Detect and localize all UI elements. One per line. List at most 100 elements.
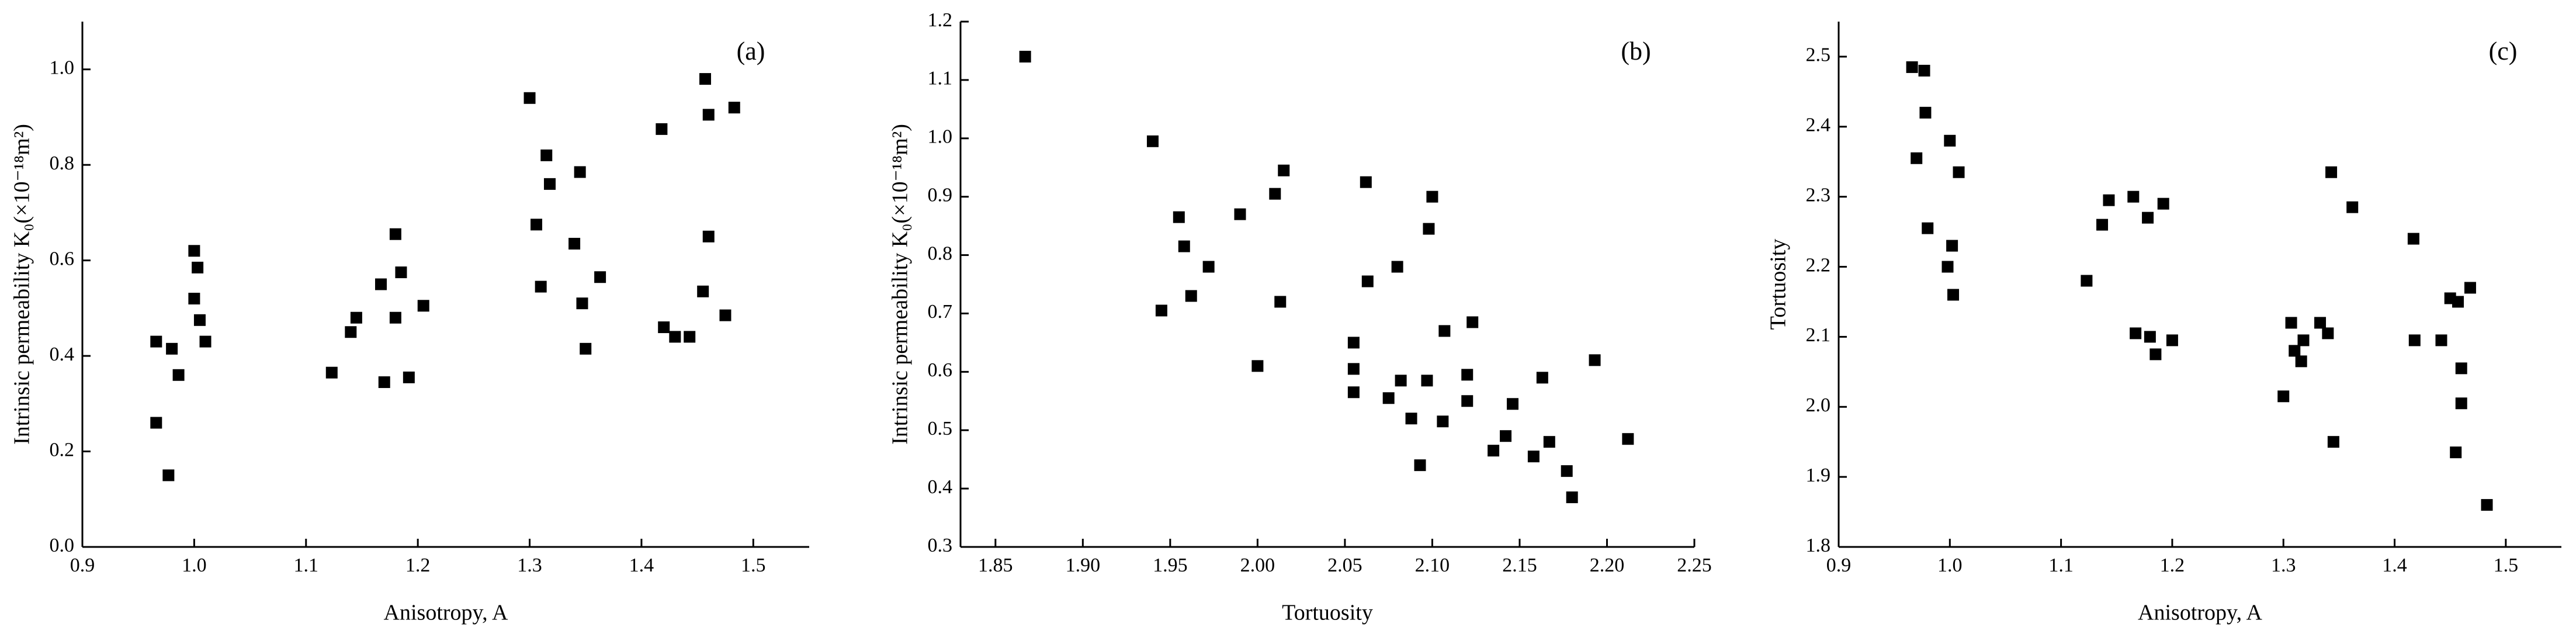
x-tick-label: 2.10 bbox=[1415, 555, 1450, 576]
point bbox=[684, 331, 696, 343]
point bbox=[150, 335, 162, 348]
point bbox=[192, 261, 204, 273]
point bbox=[1347, 386, 1360, 399]
y-tick-label: 0.8 bbox=[928, 242, 953, 264]
y-tick-label: 0.6 bbox=[50, 248, 75, 269]
y-tick-label: 1.8 bbox=[1806, 535, 1831, 556]
point bbox=[669, 331, 681, 343]
point bbox=[728, 102, 740, 114]
x-tick-label: 1.2 bbox=[405, 555, 431, 576]
point bbox=[1906, 61, 1918, 73]
point bbox=[1274, 296, 1287, 308]
x-axis-label: Anisotropy, A bbox=[2138, 601, 2262, 625]
point bbox=[1506, 398, 1518, 410]
point bbox=[1488, 445, 1500, 457]
point bbox=[1269, 188, 1281, 200]
point bbox=[1234, 208, 1246, 220]
point bbox=[1361, 275, 1374, 287]
point bbox=[2297, 334, 2310, 347]
x-tick-label: 2.25 bbox=[1677, 555, 1712, 576]
point bbox=[1527, 451, 1540, 463]
y-tick-label: 2.3 bbox=[1806, 184, 1831, 206]
point bbox=[2450, 446, 2462, 459]
point bbox=[2157, 198, 2169, 210]
point bbox=[2325, 166, 2338, 178]
x-tick-label: 1.4 bbox=[629, 555, 654, 576]
point bbox=[1946, 240, 1958, 252]
point bbox=[1173, 211, 1185, 223]
point bbox=[2464, 282, 2476, 294]
point bbox=[1178, 240, 1190, 252]
point bbox=[166, 342, 178, 355]
point bbox=[172, 369, 185, 381]
y-tick-label: 0.0 bbox=[50, 535, 75, 556]
y-tick-label: 0.2 bbox=[50, 439, 75, 460]
point bbox=[325, 366, 338, 379]
point bbox=[1953, 166, 1965, 178]
y-tick-label: 2.4 bbox=[1806, 115, 1831, 136]
point bbox=[1202, 261, 1215, 273]
point bbox=[702, 109, 715, 121]
point bbox=[375, 278, 387, 290]
point bbox=[1589, 354, 1601, 366]
point bbox=[2285, 317, 2297, 329]
x-axis-label: Anisotropy, A bbox=[384, 601, 508, 625]
point bbox=[1941, 261, 1954, 273]
x-tick-label: 1.1 bbox=[294, 555, 319, 576]
point bbox=[702, 230, 715, 242]
point bbox=[1391, 261, 1403, 273]
point bbox=[1347, 337, 1360, 349]
point bbox=[1251, 360, 1264, 372]
point bbox=[594, 271, 606, 283]
point bbox=[395, 266, 407, 279]
point bbox=[2166, 334, 2178, 347]
point bbox=[1360, 176, 1372, 188]
point bbox=[699, 73, 712, 85]
point bbox=[389, 228, 401, 240]
point bbox=[1437, 415, 1449, 428]
x-tick-label: 1.3 bbox=[2271, 555, 2296, 576]
point bbox=[2295, 355, 2307, 368]
y-tick-label: 1.0 bbox=[928, 126, 953, 148]
point bbox=[2455, 397, 2467, 410]
point bbox=[2452, 296, 2464, 308]
point bbox=[1278, 164, 1290, 176]
point bbox=[378, 376, 390, 389]
x-tick-label: 1.0 bbox=[1937, 555, 1963, 576]
point bbox=[1536, 372, 1548, 384]
y-axis-label: Intrinsic permeability K₀(×10⁻¹⁸m²) bbox=[10, 124, 34, 445]
point bbox=[658, 321, 670, 334]
point bbox=[535, 280, 547, 293]
point bbox=[2277, 390, 2290, 403]
point bbox=[1919, 106, 1932, 119]
point bbox=[2096, 219, 2109, 231]
x-tick-label: 1.5 bbox=[741, 555, 766, 576]
point bbox=[2322, 327, 2334, 339]
point bbox=[540, 149, 553, 161]
point bbox=[1944, 134, 1956, 147]
panel-label: (c) bbox=[2489, 37, 2518, 65]
point bbox=[531, 219, 543, 231]
x-tick-label: 1.0 bbox=[182, 555, 207, 576]
point bbox=[389, 311, 401, 324]
point bbox=[1466, 316, 1479, 328]
point bbox=[1622, 433, 1634, 445]
y-tick-label: 2.1 bbox=[1806, 324, 1831, 346]
point bbox=[2408, 334, 2421, 347]
point bbox=[1185, 290, 1197, 302]
point bbox=[1947, 289, 1960, 301]
point bbox=[2081, 275, 2093, 287]
y-tick-label: 1.1 bbox=[928, 68, 953, 89]
x-tick-label: 1.3 bbox=[517, 555, 542, 576]
point bbox=[2346, 201, 2359, 213]
point bbox=[1461, 395, 1474, 407]
point bbox=[1019, 50, 1031, 63]
point bbox=[162, 469, 175, 481]
x-tick-label: 2.15 bbox=[1502, 555, 1537, 576]
point bbox=[2144, 331, 2156, 343]
point bbox=[1382, 392, 1395, 404]
point bbox=[1500, 430, 1512, 442]
point bbox=[2127, 190, 2140, 203]
y-axis-label: Tortuosity bbox=[1766, 239, 1791, 330]
y-tick-label: 0.7 bbox=[928, 301, 953, 323]
